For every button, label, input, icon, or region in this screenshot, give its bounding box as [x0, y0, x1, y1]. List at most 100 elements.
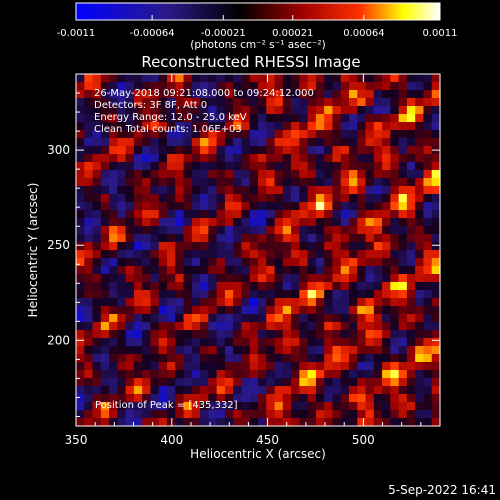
heatmap-cell	[307, 354, 317, 363]
heatmap-cell	[200, 410, 209, 419]
heatmap-cell	[175, 218, 185, 227]
heatmap-cell	[117, 362, 127, 371]
heatmap-cell	[183, 154, 193, 163]
heatmap-cell	[109, 226, 118, 235]
heatmap-cell	[332, 402, 342, 411]
heatmap-cell	[150, 186, 160, 195]
heatmap-cell	[158, 362, 168, 371]
heatmap-cell	[233, 306, 243, 315]
heatmap-cell	[117, 258, 127, 267]
heatmap-cell	[266, 250, 276, 259]
heatmap-cell	[340, 138, 350, 147]
heatmap-cell	[332, 114, 342, 123]
heatmap-cell	[398, 178, 408, 187]
heatmap-cell	[84, 98, 94, 107]
heatmap-cell	[109, 290, 118, 299]
heatmap-cell	[266, 98, 276, 107]
heatmap-cell	[431, 114, 441, 123]
heatmap-cell	[191, 162, 201, 171]
heatmap-cell	[117, 138, 127, 147]
heatmap-cell	[324, 322, 334, 331]
heatmap-cell	[415, 170, 425, 179]
heatmap-cell	[200, 90, 209, 99]
heatmap-cell	[200, 218, 209, 227]
heatmap-cell	[100, 378, 110, 387]
heatmap-cell	[357, 354, 367, 363]
heatmap-cell	[258, 282, 267, 291]
heatmap-cell	[406, 386, 416, 395]
heatmap-cell	[200, 322, 209, 331]
heatmap-cell	[224, 266, 234, 275]
heatmap-cell	[373, 122, 383, 131]
heatmap-cell	[183, 170, 193, 179]
heatmap-cell	[109, 258, 118, 267]
heatmap-cell	[158, 74, 168, 83]
heatmap-cell	[349, 242, 358, 251]
heatmap-cell	[200, 154, 209, 163]
heatmap-cell	[84, 170, 94, 179]
heatmap-cell	[315, 362, 325, 371]
heatmap-cell	[324, 266, 334, 275]
heatmap-cell	[315, 226, 325, 235]
heatmap-cell	[76, 402, 85, 411]
heatmap-cell	[258, 290, 267, 299]
heatmap-cell	[249, 82, 259, 91]
heatmap-cell	[365, 322, 375, 331]
heatmap-cell	[373, 146, 383, 155]
heatmap-cell	[109, 138, 118, 147]
heatmap-cell	[357, 90, 367, 99]
heatmap-cell	[133, 162, 143, 171]
heatmap-cell	[191, 170, 201, 179]
heatmap-cell	[133, 346, 143, 355]
heatmap-cell	[282, 410, 292, 419]
heatmap-cell	[390, 394, 400, 403]
heatmap-cell	[183, 346, 193, 355]
heatmap-cell	[315, 178, 325, 187]
heatmap-cell	[100, 314, 110, 323]
heatmap-cell	[382, 282, 391, 291]
heatmap-cell	[191, 418, 201, 427]
heatmap-cell	[167, 370, 176, 379]
heatmap-cell	[307, 226, 317, 235]
heatmap-cell	[183, 370, 193, 379]
heatmap-cell	[92, 138, 102, 147]
heatmap-cell	[382, 322, 391, 331]
heatmap-cell	[282, 346, 292, 355]
heatmap-cell	[324, 418, 334, 427]
heatmap-cell	[266, 314, 276, 323]
heatmap-cell	[431, 82, 441, 91]
heatmap-cell	[224, 242, 234, 251]
heatmap-cell	[183, 298, 193, 307]
heatmap-cell	[150, 138, 160, 147]
heatmap-cell	[299, 122, 309, 131]
heatmap-cell	[133, 410, 143, 419]
heatmap-cell	[100, 74, 110, 83]
heatmap-cell	[315, 82, 325, 91]
footer-timestamp: 5-Sep-2022 16:41	[388, 483, 496, 497]
heatmap-cell	[208, 154, 218, 163]
heatmap-cell	[398, 322, 408, 331]
heatmap-cell	[133, 178, 143, 187]
heatmap-cell	[398, 90, 408, 99]
heatmap-cell	[282, 234, 292, 243]
heatmap-cell	[357, 346, 367, 355]
heatmap-cell	[208, 82, 218, 91]
heatmap-cell	[307, 114, 317, 123]
heatmap-cell	[183, 410, 193, 419]
heatmap-cell	[258, 210, 267, 219]
heatmap-cell	[274, 130, 284, 139]
heatmap-cell	[224, 234, 234, 243]
heatmap-cell	[258, 218, 267, 227]
heatmap-cell	[167, 130, 176, 139]
heatmap-cell	[357, 234, 367, 243]
heatmap-cell	[274, 186, 284, 195]
heatmap-cell	[315, 170, 325, 179]
heatmap-cell	[266, 218, 276, 227]
heatmap-cell	[423, 170, 433, 179]
heatmap-cell	[200, 362, 209, 371]
heatmap-cell	[315, 186, 325, 195]
heatmap-cell	[150, 410, 160, 419]
heatmap-cell	[365, 298, 375, 307]
heatmap-cell	[307, 178, 317, 187]
heatmap-cell	[167, 314, 176, 323]
